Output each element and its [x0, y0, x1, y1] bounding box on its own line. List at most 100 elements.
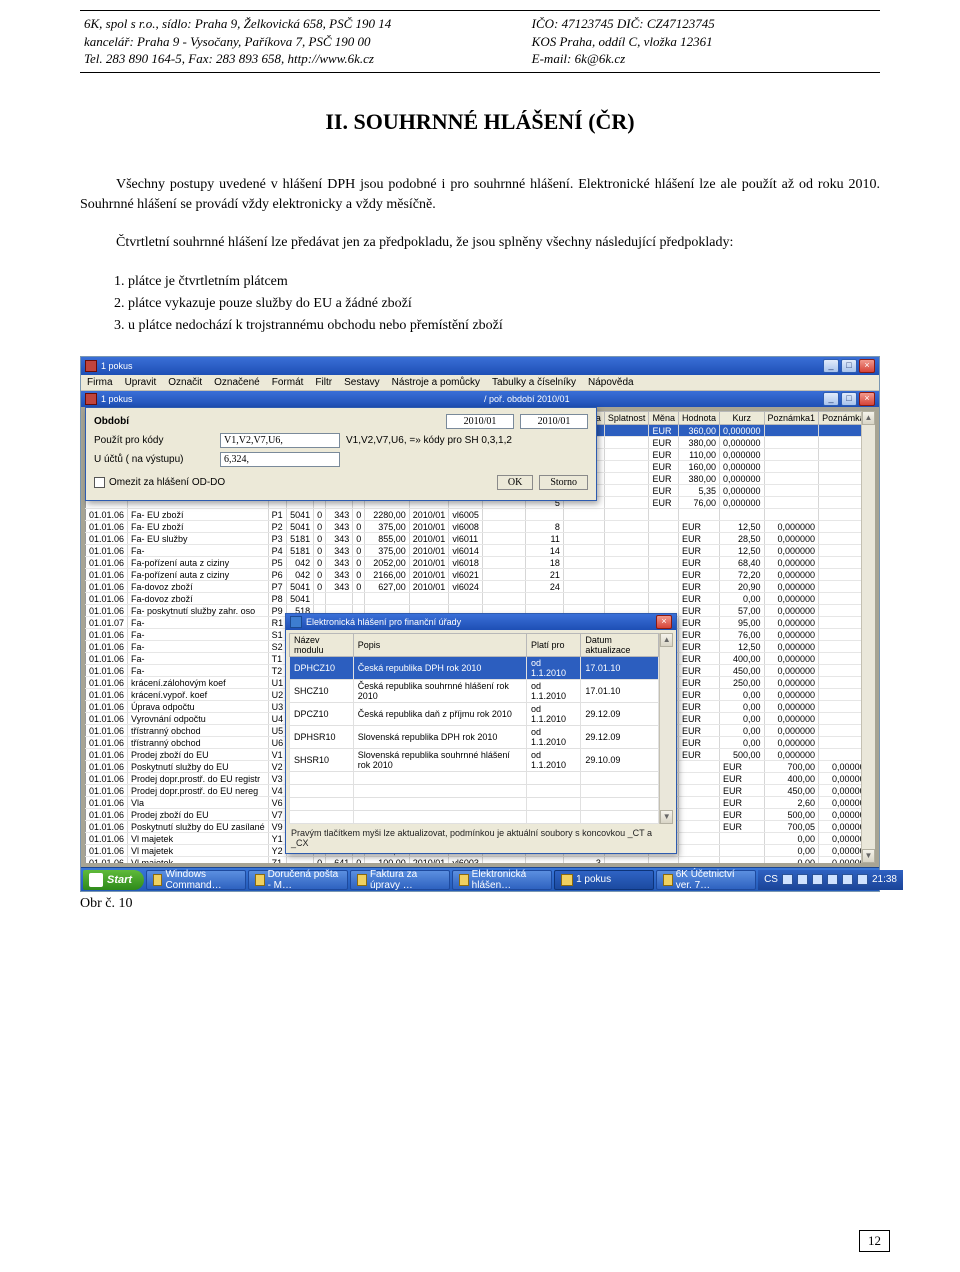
menubar: Firma Upravit Označit Označené Formát Filtr Se…	[81, 375, 879, 391]
outer-titlebar: 1 pokus _ □ ×	[81, 357, 879, 375]
period-from-input[interactable]	[446, 414, 514, 429]
lh-l3l: Tel. 283 890 164-5, Fax: 283 893 658, ht…	[84, 50, 532, 68]
period-to-input[interactable]	[520, 414, 588, 429]
lh-l1r: IČO: 47123745 DIČ: CZ47123745	[532, 15, 876, 33]
scroll-up-button[interactable]: ▲	[862, 411, 875, 425]
start-button[interactable]: Start	[83, 870, 144, 890]
menu-item[interactable]: Firma	[87, 377, 113, 388]
section-heading: II. SOUHRNNÉ HLÁŠENÍ (ČR)	[80, 109, 880, 135]
table-row[interactable]: 01.01.06Fa- EU službyP3518103430855,0020…	[86, 533, 862, 545]
eh-scroll-up[interactable]: ▲	[660, 633, 673, 647]
eh-row[interactable]: DPHCZ10Česká republika DPH rok 2010od 1.…	[290, 657, 659, 680]
eh-scrollbar[interactable]: ▲ ▼	[659, 633, 673, 824]
eh-dialog: Elektronická hlášení pro finanční úřady …	[285, 613, 677, 854]
taskbar-item[interactable]: Faktura za úpravy …	[350, 870, 450, 890]
eh-row[interactable]: SHCZ10Česká republika souhrnné hlášení r…	[290, 680, 659, 703]
lh-l1l: 6K, spol s r.o., sídlo: Praha 9, Želkovi…	[84, 15, 532, 33]
table-row[interactable]: 01.01.06Fa- EU zbožíP15041034302280,0020…	[86, 509, 862, 521]
limit-checkbox[interactable]: Omezit za hlášení OD-DO	[94, 477, 225, 488]
taskbar-item-label: Faktura za úpravy …	[370, 869, 443, 891]
minimize-button[interactable]: _	[823, 359, 839, 373]
system-tray: CS 21:38	[758, 870, 903, 890]
table-row[interactable]: 01.01.06Fa-dovoz zbožíP85041EUR0,000,000…	[86, 593, 862, 605]
maximize-button[interactable]: □	[841, 359, 857, 373]
table-row[interactable]: 01.01.06Vl majetekZ106410100,002010/01vl…	[86, 857, 862, 864]
eh-scroll-down[interactable]: ▼	[660, 810, 673, 824]
mdi-right-title: / poř. období 2010/01 _ □ ×	[480, 391, 879, 407]
condition-item: plátce vykazuje pouze služby do EU a žád…	[128, 294, 880, 314]
taskbar-item[interactable]: 6K Účetnictví ver. 7…	[656, 870, 756, 890]
mdi-icon	[85, 393, 97, 405]
paragraph-2: Čtvrtletní souhrnné hlášení lze předávat…	[80, 233, 880, 253]
table-row[interactable]: 01.01.06Fa-P4518103430375,002010/01vl601…	[86, 545, 862, 557]
table-row[interactable]: 01.01.06Fa-pořízení auta z cizinyP504203…	[86, 557, 862, 569]
tray-icon	[782, 874, 793, 885]
mdi-min-button[interactable]: _	[823, 392, 839, 406]
menu-item[interactable]: Nápověda	[588, 377, 634, 388]
condition-item: u plátce nedochází k trojstrannému obcho…	[128, 316, 880, 336]
taskbar-item-icon	[459, 874, 469, 886]
lh-l3r: E-mail: 6k@6k.cz	[532, 50, 876, 68]
tray-icon	[812, 874, 823, 885]
mdi-right-text: / poř. období 2010/01	[484, 394, 570, 404]
eh-hint: Pravým tlačítkem myši lze aktualizovat, …	[289, 824, 673, 850]
page-number: 12	[859, 1230, 890, 1252]
paragraph-1: Všechny postupy uvedené v hlášení DPH js…	[80, 175, 880, 216]
figure-caption: Obr č. 10	[80, 896, 880, 912]
taskbar-item[interactable]: 1 pokus	[554, 870, 654, 890]
menu-item[interactable]: Označené	[214, 377, 260, 388]
taskbar-item[interactable]: Doručená pošta - M…	[248, 870, 348, 890]
table-row[interactable]: 01.01.06Fa-pořízení auta z cizinyP604203…	[86, 569, 862, 581]
conditions-list: plátce je čtvrtletním plátcemplátce vyka…	[128, 272, 880, 337]
app-screenshot: 1 pokus _ □ × Firma Upravit Označit Označen…	[80, 356, 880, 892]
outer-title: 1 pokus	[101, 361, 133, 371]
menu-item[interactable]: Označit	[168, 377, 202, 388]
eh-row[interactable]: DPCZ10Česká republika daň z příjmu rok 2…	[290, 703, 659, 726]
menu-item[interactable]: Filtr	[315, 377, 332, 388]
menu-item[interactable]: Tabulky a číselníky	[492, 377, 576, 388]
ok-button[interactable]: OK	[497, 475, 533, 490]
limit-label: Omezit za hlášení OD-DO	[109, 477, 225, 488]
mdi-max-button[interactable]: □	[841, 392, 857, 406]
eh-close-button[interactable]: ×	[656, 615, 672, 629]
lh-l2r: KOS Praha, oddíl C, vložka 12361	[532, 33, 876, 51]
taskbar-item-icon	[255, 874, 265, 886]
mdi-close-button[interactable]: ×	[859, 392, 875, 406]
menu-item[interactable]: Nástroje a pomůcky	[392, 377, 480, 388]
scroll-down-button[interactable]: ▼	[862, 849, 875, 863]
menu-item[interactable]: Formát	[272, 377, 304, 388]
taskbar-item-label: Doručená pošta - M…	[268, 869, 341, 891]
checkbox-icon	[94, 477, 105, 488]
accounts-input[interactable]	[220, 452, 340, 467]
vertical-scrollbar[interactable]: ▲ ▼	[861, 411, 875, 863]
taskbar: Start Windows Command… Doručená pošta - M…	[81, 867, 879, 891]
eh-grid[interactable]: Název moduluPopisPlatí proDatum aktualiz…	[289, 633, 659, 824]
condition-item: plátce je čtvrtletním plátcem	[128, 272, 880, 292]
eh-row[interactable]: DPHSR10Slovenská republika DPH rok 2010o…	[290, 726, 659, 749]
cancel-button[interactable]: Storno	[539, 475, 588, 490]
codes-hint: V1,V2,V7,U6, =» kódy pro SH 0,3,1,2	[346, 435, 512, 446]
taskbar-item-label: 1 pokus	[576, 874, 611, 885]
taskbar-item-label: Elektronická hlášen…	[472, 869, 545, 891]
taskbar-item[interactable]: Elektronická hlášen…	[452, 870, 552, 890]
taskbar-item-icon	[663, 874, 673, 886]
tray-icon	[857, 874, 868, 885]
tray-icon	[797, 874, 808, 885]
mdi-left-text: 1 pokus	[101, 394, 133, 404]
taskbar-item-icon	[561, 874, 573, 886]
close-button[interactable]: ×	[859, 359, 875, 373]
menu-item[interactable]: Upravit	[125, 377, 157, 388]
table-row[interactable]: 01.01.06Fa- EU zbožíP2504103430375,00201…	[86, 521, 862, 533]
taskbar-item-label: 6K Účetnictví ver. 7…	[676, 869, 749, 891]
taskbar-item-icon	[153, 874, 162, 886]
period-title: Období	[94, 416, 154, 427]
accounts-label: U účtů ( na výstupu)	[94, 454, 214, 465]
eh-row[interactable]: SHSR10Slovenská republika souhrnné hláše…	[290, 749, 659, 772]
menu-item[interactable]: Sestavy	[344, 377, 380, 388]
mdi-left-title: 1 pokus	[81, 391, 480, 407]
table-row[interactable]: 01.01.06Fa-dovoz zbožíP7504103430627,002…	[86, 581, 862, 593]
windows-logo-icon	[89, 873, 103, 887]
codes-input[interactable]	[220, 433, 340, 448]
taskbar-item[interactable]: Windows Command…	[146, 870, 246, 890]
period-dialog: Období Použít pro kódy V1,V2,V7,U6, =» k…	[85, 407, 597, 501]
